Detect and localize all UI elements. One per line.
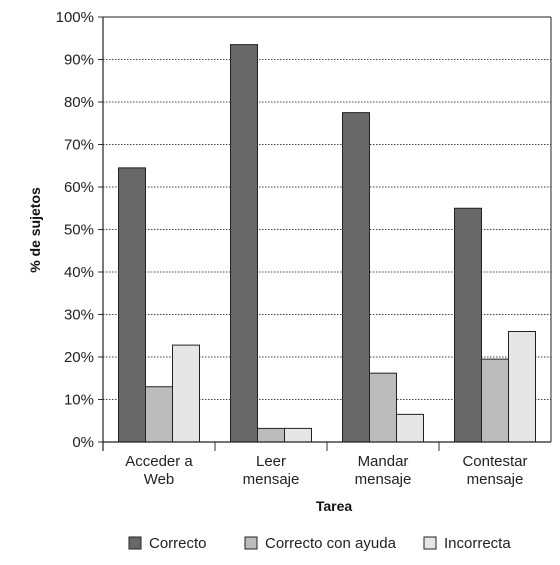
y-tick-label: 0% bbox=[72, 434, 94, 451]
y-tick-label: 10% bbox=[64, 392, 94, 409]
bar bbox=[257, 427, 285, 443]
y-tick-label: 70% bbox=[64, 137, 94, 154]
x-tick-label: Contestar bbox=[462, 453, 527, 470]
bar bbox=[454, 207, 482, 443]
bar bbox=[172, 344, 200, 443]
y-tick-label: 80% bbox=[64, 94, 94, 111]
bar bbox=[369, 372, 397, 443]
x-tick-label: mensaje bbox=[243, 471, 300, 488]
legend: Correcto Correcto con ayuda Incorrecta bbox=[128, 535, 511, 552]
bar bbox=[342, 112, 370, 443]
x-tick-label: Leer bbox=[256, 453, 286, 470]
x-tick-label: Mandar bbox=[358, 453, 409, 470]
x-axis-title: Tarea bbox=[316, 498, 353, 514]
y-tick-label: 30% bbox=[64, 307, 94, 324]
legend-swatch bbox=[128, 536, 142, 550]
y-tick-label: 90% bbox=[64, 52, 94, 69]
bar bbox=[145, 386, 173, 443]
x-tick-label: mensaje bbox=[355, 471, 412, 488]
legend-label: Incorrecta bbox=[444, 535, 511, 552]
x-tick-labels: Acceder aWebLeermensajeMandarmensajeCont… bbox=[125, 453, 527, 488]
x-tick-label: mensaje bbox=[467, 471, 524, 488]
axes bbox=[98, 16, 552, 451]
x-tick-label: Acceder a bbox=[125, 453, 193, 470]
bar bbox=[481, 358, 509, 443]
gridlines bbox=[103, 59, 551, 400]
y-tick-labels: 0% 10% 20% 30% 40% 50% 60% 70% 80% 90% 100% bbox=[56, 9, 94, 451]
y-axis-title: % de sujetos bbox=[27, 187, 43, 273]
y-tick-label: 100% bbox=[56, 9, 94, 26]
x-tick-label: Web bbox=[144, 471, 175, 488]
bar bbox=[508, 331, 536, 443]
legend-label: Correcto con ayuda bbox=[265, 535, 397, 552]
bar bbox=[284, 427, 312, 443]
bars bbox=[118, 44, 536, 443]
legend-swatch bbox=[423, 536, 437, 550]
y-tick-label: 20% bbox=[64, 349, 94, 366]
legend-swatch bbox=[244, 536, 258, 550]
bar bbox=[396, 413, 424, 443]
y-tick-label: 60% bbox=[64, 179, 94, 196]
y-tick-label: 40% bbox=[64, 264, 94, 281]
bar bbox=[118, 167, 146, 443]
bar bbox=[230, 44, 258, 443]
legend-label: Correcto bbox=[149, 535, 207, 552]
y-tick-label: 50% bbox=[64, 222, 94, 239]
